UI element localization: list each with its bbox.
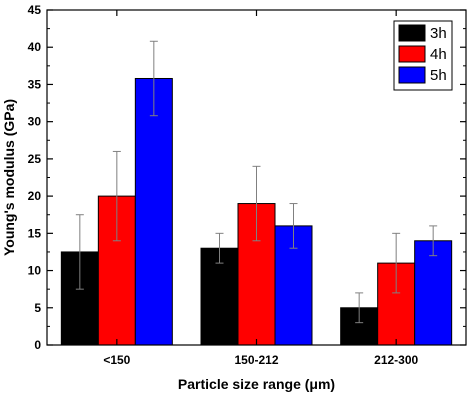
y-axis-title: Young's modulus (GPa) (1, 99, 17, 256)
x-tick-label: <150 (103, 353, 130, 367)
y-tick-label: 30 (28, 115, 42, 129)
y-tick-label: 5 (34, 301, 41, 315)
y-tick-label: 35 (28, 77, 42, 91)
y-tick-label: 20 (28, 189, 42, 203)
x-axis: <150 150-212 212-300 (103, 10, 419, 367)
legend: 3h 4h 5h (393, 20, 453, 91)
legend-label: 4h (430, 46, 447, 63)
bar (134, 77, 173, 346)
y-tick-label: 25 (28, 152, 42, 166)
y-tick-label: 15 (28, 226, 42, 240)
error-bars-layer (75, 40, 438, 324)
legend-swatch (398, 24, 426, 42)
x-axis-title: Particle size range (μm) (178, 376, 335, 392)
x-tick-label: 212-300 (374, 353, 418, 367)
legend-label: 5h (430, 67, 447, 84)
y-axis: 0 5 10 15 20 25 30 35 40 45 (28, 3, 466, 352)
bar (414, 240, 453, 346)
legend-label: 3h (430, 25, 447, 42)
legend-swatch (398, 66, 426, 84)
y-tick-label: 40 (28, 40, 42, 54)
y-tick-label: 10 (28, 264, 42, 278)
legend-swatch (398, 45, 426, 63)
y-tick-label: 0 (34, 338, 41, 352)
x-tick-label: 150-212 (234, 353, 278, 367)
y-tick-label: 45 (28, 3, 42, 17)
